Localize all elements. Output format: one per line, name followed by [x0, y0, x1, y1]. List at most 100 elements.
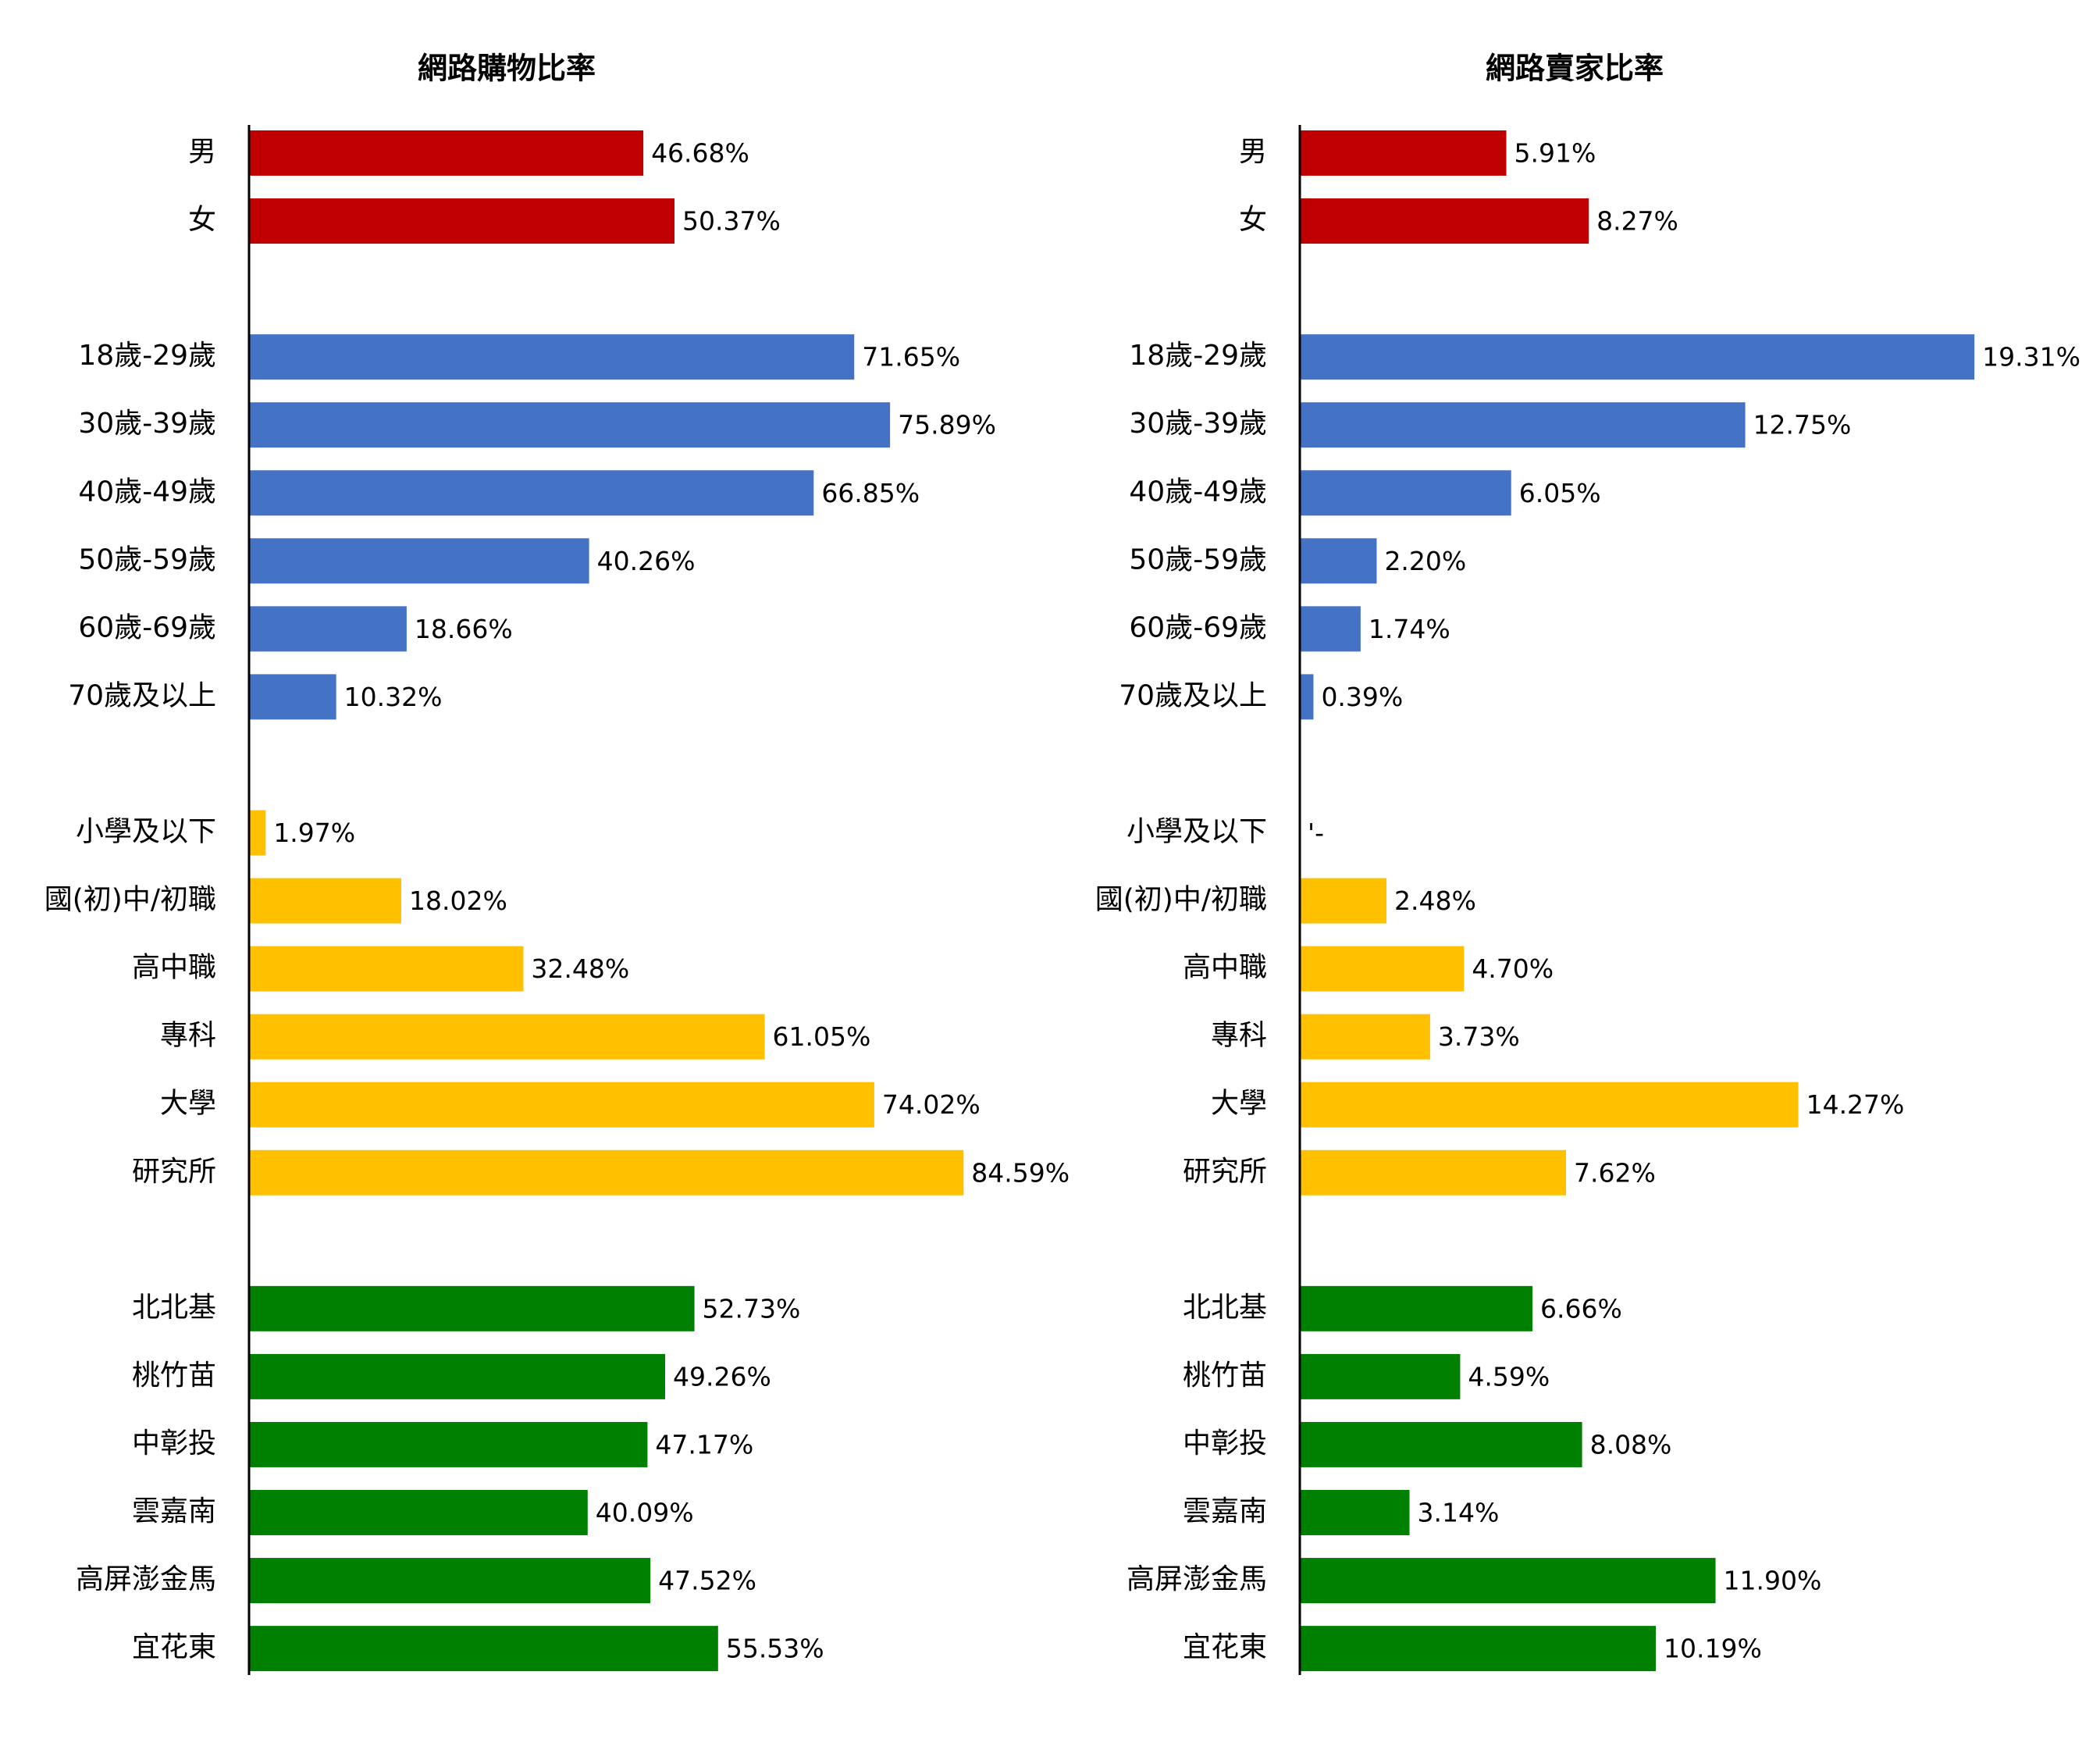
- bar: [249, 1285, 695, 1331]
- value-label: 46.68%: [651, 138, 749, 169]
- bar: [1300, 1285, 1533, 1331]
- value-label: 74.02%: [882, 1089, 981, 1120]
- category-label: 北北基: [132, 1292, 216, 1324]
- category-label: 雲嘉南: [1183, 1495, 1267, 1527]
- bar: [249, 402, 891, 448]
- category-label: 高中職: [1183, 952, 1267, 984]
- value-label: 12.75%: [1753, 410, 1852, 440]
- bar: [1300, 878, 1386, 924]
- category-label: 高中職: [132, 952, 216, 984]
- bar: [1300, 1626, 1657, 1672]
- category-label: 50歲-59歲: [1129, 543, 1267, 576]
- bar: [249, 538, 589, 584]
- bar: [1300, 674, 1314, 720]
- bar: [1300, 538, 1377, 584]
- category-label: 50歲-59歲: [78, 543, 216, 576]
- category-label: 60歲-69歲: [1129, 611, 1267, 643]
- value-label: 40.26%: [597, 546, 696, 576]
- bar: [249, 1149, 964, 1196]
- category-label: 60歲-69歲: [78, 611, 216, 643]
- category-label: 雲嘉南: [132, 1495, 216, 1527]
- bar: [1300, 606, 1361, 652]
- value-label: 14.27%: [1806, 1089, 1905, 1120]
- value-label: 1.97%: [273, 818, 355, 848]
- bar: [249, 1421, 648, 1467]
- value-label: 61.05%: [773, 1021, 871, 1052]
- category-label: 18歲-29歲: [1129, 340, 1267, 372]
- bar: [1300, 334, 1975, 380]
- bar: [1300, 946, 1465, 992]
- category-label: 專科: [1211, 1020, 1267, 1052]
- bar: [1300, 1014, 1430, 1060]
- category-label: 女: [1239, 204, 1267, 236]
- value-label: 66.85%: [821, 478, 920, 508]
- bar: [249, 1353, 665, 1399]
- bar: [1300, 1353, 1461, 1399]
- category-label: 桃竹苗: [1183, 1360, 1267, 1392]
- value-label: 52.73%: [703, 1293, 801, 1324]
- bar: [1300, 402, 1746, 448]
- chart-title: 網路購物比率: [418, 52, 596, 86]
- value-label: 40.09%: [596, 1498, 694, 1528]
- value-label: 1.74%: [1369, 614, 1450, 644]
- bar: [1300, 1082, 1799, 1128]
- bar: [1300, 1421, 1582, 1467]
- value-label: 32.48%: [531, 953, 629, 984]
- bar: [249, 674, 336, 720]
- category-label: 宜花東: [132, 1631, 216, 1663]
- value-label: 10.32%: [344, 682, 443, 712]
- value-label: '-: [1308, 818, 1324, 848]
- bar: [1300, 130, 1507, 176]
- value-label: 6.66%: [1540, 1293, 1622, 1324]
- category-label: 研究所: [132, 1156, 216, 1188]
- bar: [249, 334, 855, 380]
- category-label: 女: [188, 204, 216, 236]
- bar: [249, 1558, 651, 1604]
- category-label: 大學: [1211, 1088, 1267, 1120]
- category-label: 國(初)中/初職: [1095, 884, 1267, 916]
- bar: [1300, 470, 1511, 516]
- value-label: 10.19%: [1664, 1634, 1762, 1664]
- category-label: 國(初)中/初職: [44, 884, 216, 916]
- bar: [249, 606, 407, 652]
- value-label: 5.91%: [1514, 138, 1596, 169]
- value-label: 2.48%: [1394, 886, 1476, 916]
- value-label: 75.89%: [898, 410, 996, 440]
- bar: [249, 470, 814, 516]
- category-label: 18歲-29歲: [78, 340, 216, 372]
- value-label: 49.26%: [673, 1361, 771, 1392]
- value-label: 8.27%: [1596, 206, 1678, 237]
- bar: [1300, 1490, 1410, 1535]
- bar: [249, 878, 401, 924]
- value-label: 55.53%: [726, 1634, 824, 1664]
- bar: [249, 1490, 588, 1535]
- value-label: 8.08%: [1590, 1429, 1672, 1459]
- value-label: 47.52%: [658, 1566, 756, 1596]
- value-label: 84.59%: [971, 1157, 1070, 1188]
- category-label: 桃竹苗: [132, 1360, 216, 1392]
- category-label: 專科: [160, 1020, 216, 1052]
- bar: [1300, 1558, 1716, 1604]
- category-label: 70歲及以上: [68, 679, 216, 711]
- category-label: 小學及以下: [1127, 816, 1267, 848]
- category-label: 大學: [160, 1088, 216, 1120]
- bar: [1300, 198, 1589, 244]
- bar: [249, 810, 266, 856]
- bar: [249, 1082, 874, 1128]
- value-label: 18.66%: [415, 614, 513, 644]
- category-label: 北北基: [1183, 1292, 1267, 1324]
- category-label: 宜花東: [1183, 1631, 1267, 1663]
- bar: [249, 1014, 765, 1060]
- value-label: 3.73%: [1438, 1021, 1520, 1052]
- value-label: 0.39%: [1321, 682, 1403, 712]
- category-label: 小學及以下: [76, 816, 216, 848]
- value-label: 2.20%: [1384, 546, 1466, 576]
- bar: [1300, 1149, 1566, 1196]
- bar: [249, 198, 675, 244]
- category-label: 中彰投: [132, 1427, 216, 1459]
- category-label: 70歲及以上: [1119, 679, 1267, 711]
